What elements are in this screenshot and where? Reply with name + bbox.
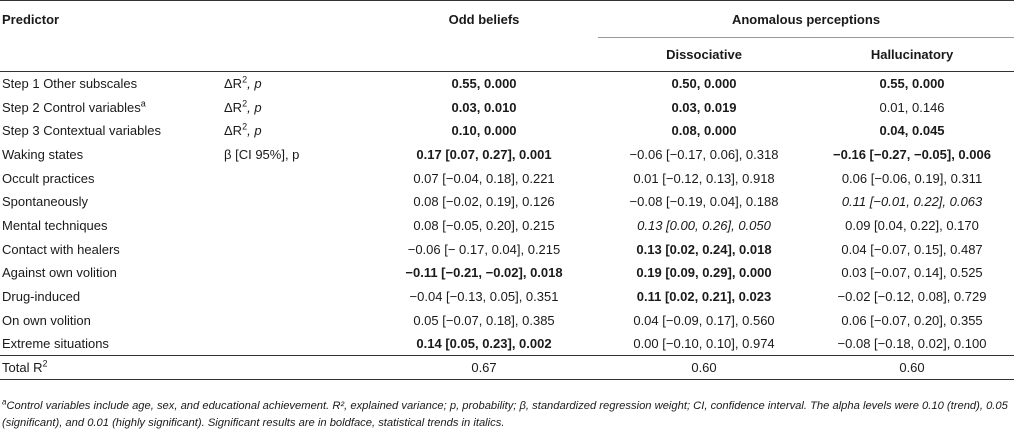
dissociative-cell: 0.04 [−0.09, 0.17], 0.560 xyxy=(633,312,775,328)
header-hallucinatory: Hallucinatory xyxy=(810,37,1014,72)
hallucinatory-cell: 0.55, 0.000 xyxy=(810,71,1014,96)
predictor-label: Step 2 Control variablesa xyxy=(2,98,146,115)
total-r2-label: Total R2 xyxy=(0,355,224,381)
header-odd-beliefs: Odd beliefs xyxy=(370,0,598,38)
predictor-label: Against own volition xyxy=(2,265,117,281)
hallucinatory-cell: 0.04 [−0.07, 0.15], 0.487 xyxy=(841,241,983,257)
stat-label: ΔR2, p xyxy=(224,98,262,115)
predictor-label: Waking states xyxy=(2,146,84,162)
dissociative-cell: 0.08, 0.000 xyxy=(671,123,737,139)
hallucinatory-cell: 0.11 [−0.01, 0.22], 0.063 xyxy=(841,194,983,210)
total-hallucinatory: 0.60 xyxy=(810,355,1014,381)
dissociative-cell: 0.00 [−0.10, 0.10], 0.974 xyxy=(633,336,775,352)
dissociative-cell: 0.13 [0.02, 0.24], 0.018 xyxy=(636,241,772,257)
hallucinatory-cell: 0.06 [−0.07, 0.20], 0.355 xyxy=(841,312,983,328)
odd-beliefs-cell: 0.08 [−0.05, 0.20], 0.215 xyxy=(413,217,555,233)
dissociative-cell: 0.03, 0.019 xyxy=(671,99,737,115)
predictor-label: Occult practices xyxy=(2,170,95,186)
predictor-label: Extreme situations xyxy=(2,336,109,352)
hallucinatory-cell: 0.04, 0.045 xyxy=(879,123,945,139)
odd-beliefs-cell: 0.17 [0.07, 0.27], 0.001 xyxy=(416,146,552,162)
stat-label: ΔR2, p xyxy=(224,121,262,139)
header-anomalous-perceptions: Anomalous perceptions xyxy=(598,0,1014,38)
stat-label: ΔR2, p xyxy=(224,71,370,96)
odd-beliefs-cell: 0.07 [−0.04, 0.18], 0.221 xyxy=(413,170,555,186)
dissociative-cell: 0.50, 0.000 xyxy=(598,71,810,96)
table-footnote: aControl variables include age, sex, and… xyxy=(2,398,1010,432)
predictor-label: Step 1 Other subscales xyxy=(0,71,224,96)
predictor-label: On own volition xyxy=(2,312,91,328)
dissociative-cell: 0.11 [0.02, 0.21], 0.023 xyxy=(636,289,772,305)
total-dissociative: 0.60 xyxy=(598,355,810,381)
odd-beliefs-cell: 0.10, 0.000 xyxy=(451,123,517,139)
footnote-marker: a xyxy=(2,397,7,407)
hallucinatory-cell: −0.08 [−0.18, 0.02], 0.100 xyxy=(837,336,987,352)
stat-label: β [CI 95%], p xyxy=(224,146,300,162)
odd-beliefs-cell: −0.11 [−0.21, −0.02], 0.018 xyxy=(405,265,563,281)
dissociative-cell: −0.08 [−0.19, 0.04], 0.188 xyxy=(629,194,779,210)
regression-table: Predictor Odd beliefs Anomalous percepti… xyxy=(0,0,1014,381)
hallucinatory-cell: 0.09 [0.04, 0.22], 0.170 xyxy=(845,217,979,233)
predictor-label: Step 3 Contextual variables xyxy=(2,123,161,139)
odd-beliefs-cell: −0.06 [− 0.17, 0.04], 0.215 xyxy=(407,241,561,257)
dissociative-cell: 0.19 [0.09, 0.29], 0.000 xyxy=(636,265,772,281)
hallucinatory-cell: 0.06 [−0.06, 0.19], 0.311 xyxy=(841,170,983,186)
odd-beliefs-cell: 0.03, 0.010 xyxy=(451,99,517,115)
predictor-label: Mental techniques xyxy=(2,217,108,233)
header-dissociative: Dissociative xyxy=(598,37,810,72)
dissociative-cell: −0.06 [−0.17, 0.06], 0.318 xyxy=(629,146,779,162)
odd-beliefs-cell: 0.05 [−0.07, 0.18], 0.385 xyxy=(413,312,555,328)
odd-beliefs-cell: 0.55, 0.000 xyxy=(370,71,598,96)
odd-beliefs-cell: 0.14 [0.05, 0.23], 0.002 xyxy=(416,336,552,352)
hallucinatory-cell: −0.16 [−0.27, −0.05], 0.006 xyxy=(833,146,991,162)
hallucinatory-cell: 0.03 [−0.07, 0.14], 0.525 xyxy=(841,265,983,281)
predictor-label: Spontaneously xyxy=(2,194,89,210)
header-predictor: Predictor xyxy=(0,0,224,38)
predictor-label: Drug-induced xyxy=(2,289,81,305)
odd-beliefs-cell: 0.08 [−0.02, 0.19], 0.126 xyxy=(413,194,555,210)
dissociative-cell: 0.01 [−0.12, 0.13], 0.918 xyxy=(633,170,775,186)
hallucinatory-cell: 0.01, 0.146 xyxy=(879,99,945,115)
footnote-text: Control variables include age, sex, and … xyxy=(2,400,1008,429)
total-odd-beliefs: 0.67 xyxy=(370,355,598,381)
predictor-label: Contact with healers xyxy=(2,241,120,257)
dissociative-cell: 0.13 [0.00, 0.26], 0.050 xyxy=(637,217,771,233)
hallucinatory-cell: −0.02 [−0.12, 0.08], 0.729 xyxy=(837,289,987,305)
odd-beliefs-cell: −0.04 [−0.13, 0.05], 0.351 xyxy=(409,289,559,305)
